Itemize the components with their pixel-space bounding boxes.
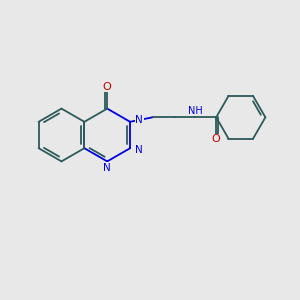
Text: N: N [103, 163, 111, 173]
Text: N: N [136, 145, 143, 155]
Text: NH: NH [188, 106, 202, 116]
Text: N: N [136, 115, 143, 125]
Text: O: O [103, 82, 112, 92]
Text: O: O [212, 134, 220, 144]
